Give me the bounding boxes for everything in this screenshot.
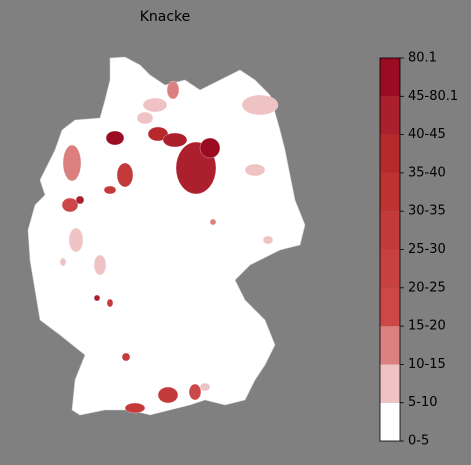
region xyxy=(199,137,221,159)
region xyxy=(62,144,82,182)
colorbar-segment xyxy=(380,134,400,173)
region xyxy=(61,197,79,213)
region xyxy=(93,254,107,276)
region xyxy=(142,97,168,113)
region xyxy=(188,383,202,401)
colorbar-segment xyxy=(380,58,400,97)
country-outline xyxy=(27,56,306,416)
region xyxy=(262,235,274,245)
region xyxy=(106,298,114,308)
colorbar-label: 20-25 xyxy=(408,280,446,295)
colorbar-segment xyxy=(380,326,400,365)
region xyxy=(199,382,211,392)
region xyxy=(116,162,134,188)
colorbar-segment xyxy=(380,287,400,327)
colorbar-label: 45-80.1 xyxy=(408,89,458,104)
region xyxy=(68,227,84,253)
colorbar-label: 30-35 xyxy=(408,204,446,219)
region xyxy=(241,94,279,116)
region xyxy=(166,80,180,100)
colorbar-label: 80.1 xyxy=(408,51,437,66)
colorbar-label: 10-15 xyxy=(408,357,446,372)
colorbar-segment xyxy=(380,402,400,441)
region xyxy=(124,402,146,414)
colorbar-segment xyxy=(380,172,400,212)
region xyxy=(105,130,125,146)
region xyxy=(75,195,85,205)
colorbar-label: 15-20 xyxy=(408,319,446,334)
colorbar-segment xyxy=(380,96,400,135)
region xyxy=(244,163,266,177)
colorbar-segment xyxy=(380,364,400,403)
colorbar-label: 35-40 xyxy=(408,165,446,180)
colorbar-label: 25-30 xyxy=(408,242,446,257)
colorbar-label: 40-45 xyxy=(408,127,446,142)
region xyxy=(162,132,188,148)
map-title: Knacke xyxy=(140,9,191,25)
region xyxy=(103,185,117,195)
region xyxy=(93,294,101,302)
region xyxy=(147,126,169,142)
region xyxy=(59,257,67,267)
region xyxy=(209,218,217,226)
colorbar-label: 0-5 xyxy=(408,434,429,449)
region xyxy=(157,386,179,404)
colorbar-segment xyxy=(380,249,400,288)
colorbar-label: 5-10 xyxy=(408,395,438,410)
region xyxy=(121,352,131,362)
colorbar-segment xyxy=(380,211,400,250)
region xyxy=(136,111,154,125)
